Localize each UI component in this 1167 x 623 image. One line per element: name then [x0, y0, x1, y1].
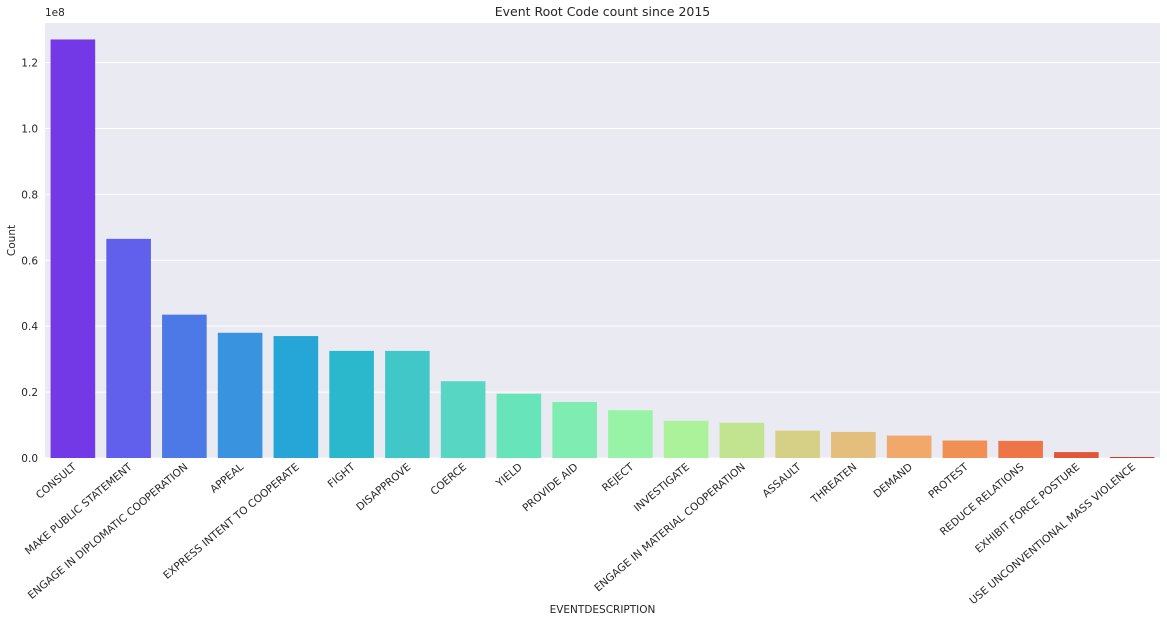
x-axis-title: EVENTDESCRIPTION [550, 604, 656, 616]
bar [385, 350, 430, 458]
x-tick-label: APPEAL [208, 461, 246, 496]
bar [608, 410, 653, 458]
y-axis-scale-label: 1e8 [45, 7, 65, 19]
bar [496, 393, 542, 458]
bar [162, 314, 207, 458]
y-axis-ticks: 0.0 0.2 0.4 0.6 0.8 1.0 1.2 [21, 58, 38, 465]
x-tick-label: THREATEN [808, 461, 859, 507]
y-tick-label: 0.6 [21, 255, 38, 267]
bar [1109, 457, 1155, 458]
bar [998, 440, 1043, 458]
y-axis-title: Count [6, 225, 18, 256]
x-tick-label: REJECT [600, 461, 637, 495]
x-tick-label: EXHIBIT FORCE POSTURE [973, 461, 1082, 555]
bar [663, 420, 709, 458]
x-tick-label: COERCE [428, 461, 469, 498]
x-tick-label: DISAPPROVE [354, 461, 413, 513]
y-tick-label: 0.8 [21, 189, 38, 201]
y-tick-label: 0.4 [21, 321, 38, 333]
bar [273, 336, 319, 458]
bar [831, 431, 876, 458]
chart-title: Event Root Code count since 2015 [495, 4, 711, 19]
bar [50, 39, 96, 459]
bar [1054, 452, 1099, 458]
y-tick-label: 1.0 [21, 123, 38, 135]
y-tick-label: 0.0 [21, 453, 38, 465]
bar [329, 350, 374, 458]
plot-area [45, 23, 1160, 458]
x-tick-label: PROTEST [926, 461, 971, 501]
bar [217, 332, 263, 458]
bar [775, 430, 820, 458]
y-tick-label: 1.2 [21, 58, 38, 70]
x-tick-label: FIGHT [326, 461, 358, 491]
x-tick-label: INVESTIGATE [632, 461, 692, 514]
bars [50, 39, 1155, 459]
bar [106, 238, 151, 458]
x-tick-label: DEMAND [871, 461, 915, 500]
y-tick-label: 0.2 [21, 387, 38, 399]
bar [440, 381, 486, 458]
x-tick-label: MAKE PUBLIC STATEMENT [23, 461, 135, 558]
x-tick-label: YIELD [493, 461, 525, 490]
x-tick-label: ASSAULT [760, 461, 804, 500]
bar [552, 401, 597, 458]
bar [719, 422, 765, 458]
x-tick-label: PROVIDE AID [520, 461, 580, 514]
x-tick-label: CONSULT [34, 461, 79, 502]
bar [886, 435, 932, 458]
bar [942, 440, 988, 458]
